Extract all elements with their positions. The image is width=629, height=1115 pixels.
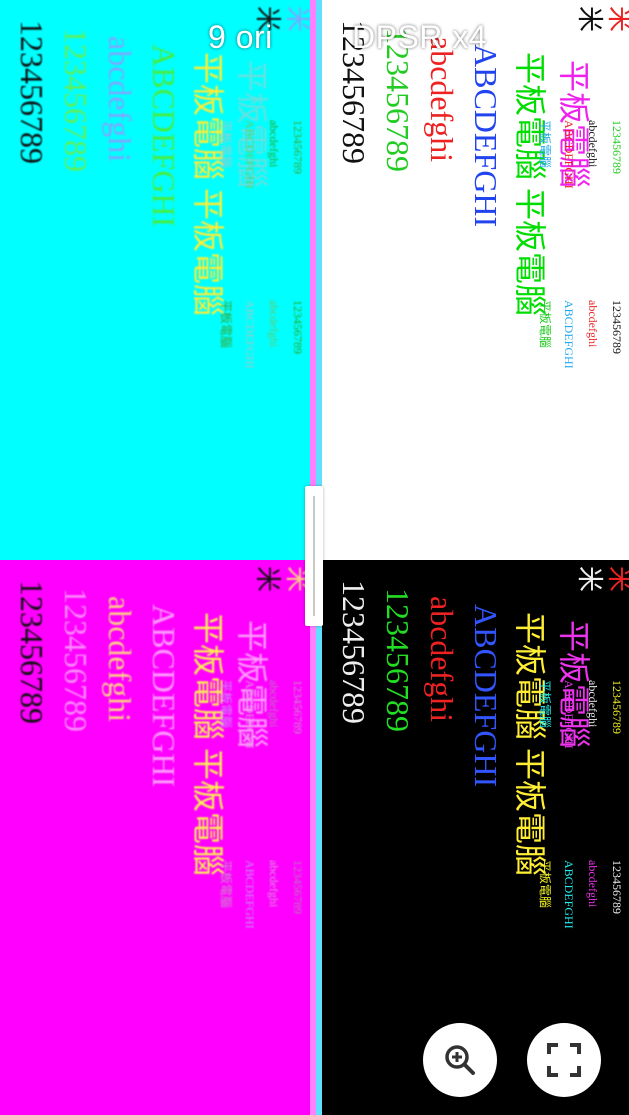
small-text-row: 123456789 — [291, 120, 305, 174]
digits-row: 123456789 — [14, 580, 50, 724]
small-text-row: ABCDEFGHI — [243, 300, 257, 369]
small-text-row: abcdefghi — [267, 300, 281, 348]
small-text-row: ABCDEFGHI — [562, 680, 576, 749]
small-text-row: 平板電腦 — [538, 300, 552, 349]
digits-row: 123456789 — [336, 580, 372, 724]
digits-row: 123456789 — [58, 28, 94, 172]
small-text-row: ABCDEFGHI — [243, 680, 257, 749]
uppercase-row: ABCDEFGHI — [146, 604, 182, 788]
small-text-row: abcdefghi — [267, 120, 281, 168]
label-dpsr: DPSR x4 — [352, 19, 488, 55]
small-text-row: 123456789 — [610, 120, 624, 174]
fullscreen-icon — [547, 1043, 581, 1077]
small-text-row: 平板電腦 — [538, 860, 552, 909]
mi-symbol: 米 — [605, 566, 629, 592]
small-text-row: 123456789 — [291, 860, 305, 914]
mi-symbol: 米 — [575, 566, 604, 593]
small-text-row: 平板電腦 — [219, 300, 233, 349]
small-text-row: 123456789 — [610, 300, 624, 354]
mi-symbol: 米 — [253, 566, 282, 593]
small-text-row: 123456789 — [610, 860, 624, 914]
panel-dpsr-black — [322, 560, 629, 1115]
mi-symbol: 米 — [605, 6, 629, 32]
lowercase-row: abcdefghi — [102, 36, 138, 163]
small-text-row: abcdefghi — [586, 300, 600, 348]
zoom-in-icon — [445, 1045, 475, 1075]
small-text-row: ABCDEFGHI — [562, 300, 576, 369]
label-original: 9 ori — [208, 19, 273, 55]
panel-original-cyan — [0, 0, 310, 560]
cjk-row: 平板電腦 平板電腦 — [190, 52, 226, 317]
uppercase-row: ABCDEFGHI — [146, 44, 182, 228]
small-text-row: abcdefghi — [267, 860, 281, 908]
small-text-row: 平板電腦 — [538, 680, 552, 729]
small-text-row: ABCDEFGHI — [562, 120, 576, 189]
cjk-row: 平板電腦 平板電腦 — [512, 612, 548, 877]
zoom-in-button[interactable] — [423, 1023, 497, 1097]
panel-dpsr-white — [322, 0, 629, 560]
small-text-row: ABCDEFGHI — [562, 860, 576, 929]
small-text-row: ABCDEFGHI — [243, 120, 257, 189]
comparison-slider-handle[interactable] — [305, 486, 323, 626]
small-text-row: 平板電腦 — [219, 120, 233, 169]
chart-original-cyan: 123456789 123456789 abcdefghi ABCDEFGHI 平板電腦… — [0, 0, 310, 560]
small-text-row: abcdefghi — [586, 680, 600, 728]
small-text-row: 平板電腦 — [538, 120, 552, 169]
small-text-row: 123456789 — [291, 300, 305, 354]
small-text-row: 平板電腦 — [219, 680, 233, 729]
small-text-row: abcdefghi — [586, 860, 600, 908]
panel-original-magenta — [0, 560, 310, 1115]
small-text-row: 平板電腦 — [219, 860, 233, 909]
small-text-row: 123456789 — [610, 680, 624, 734]
small-text-row: abcdefghi — [267, 680, 281, 728]
small-text-row: ABCDEFGHI — [243, 860, 257, 929]
cjk-row: 平板電腦 平板電腦 — [190, 612, 226, 877]
lowercase-row: abcdefghi — [424, 596, 460, 723]
mi-symbol: 米 — [283, 6, 310, 33]
digits-row: 123456789 — [14, 20, 50, 164]
chart-original-magenta: 123456789 123456789 abcdefghi ABCDEFGHI 平板電腦… — [0, 560, 310, 1115]
digits-row: 123456789 — [380, 588, 416, 732]
lowercase-row: abcdefghi — [102, 596, 138, 723]
digits-row: 123456789 — [58, 588, 94, 732]
small-text-row: 123456789 — [291, 680, 305, 734]
mi-symbol: 米 — [575, 6, 604, 33]
uppercase-row: ABCDEFGHI — [468, 44, 504, 228]
uppercase-row: ABCDEFGHI — [468, 604, 504, 788]
small-text-row: abcdefghi — [586, 120, 600, 168]
fullscreen-button[interactable] — [527, 1023, 601, 1097]
chart-dpsr-white: 123456789 123456789 abcdefghi ABCDEFGHI 平板電腦… — [322, 0, 629, 560]
cjk-row: 平板電腦 平板電腦 — [512, 52, 548, 317]
